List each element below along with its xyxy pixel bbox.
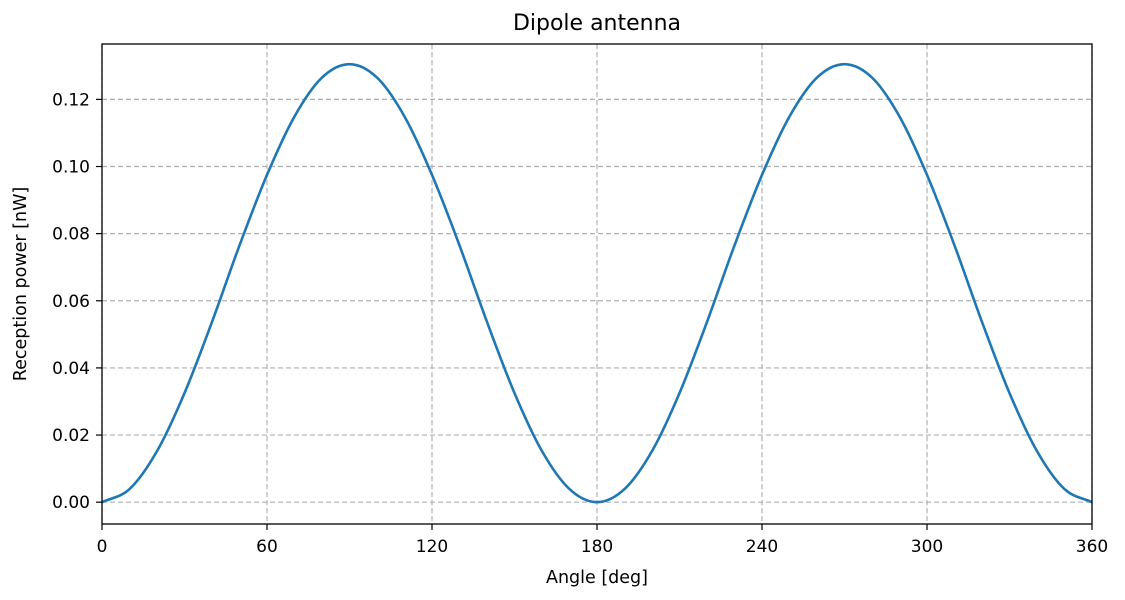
x-tick-label: 180 bbox=[581, 537, 613, 557]
x-tick-label: 360 bbox=[1076, 537, 1108, 557]
y-tick-label: 0.08 bbox=[52, 225, 90, 245]
y-tick-label: 0.06 bbox=[52, 292, 90, 312]
series-line bbox=[101, 62, 1093, 504]
y-tick-label: 0.10 bbox=[52, 158, 90, 178]
x-tick-label: 60 bbox=[256, 537, 278, 557]
grid bbox=[101, 44, 1093, 524]
x-tick-label: 120 bbox=[416, 537, 448, 557]
x-tick-label: 0 bbox=[97, 537, 108, 557]
y-tick-label: 0.02 bbox=[52, 426, 90, 446]
y-tick-label: 0.04 bbox=[52, 359, 90, 379]
chart-title: Dipole antenna bbox=[513, 11, 681, 36]
x-tick-label: 240 bbox=[746, 537, 778, 557]
x-tick-label: 300 bbox=[911, 537, 943, 557]
x-axis-label: Angle [deg] bbox=[546, 568, 648, 588]
series-layer bbox=[101, 62, 1093, 504]
y-tick-label: 0.00 bbox=[52, 493, 90, 513]
y-axis-label: Reception power [nW] bbox=[11, 187, 31, 381]
ticks: 0 60 120 180 240 300 360 0.00 0.02 0.04 0.06 0.08 0.… bbox=[52, 90, 1108, 557]
y-tick-label: 0.12 bbox=[52, 90, 90, 110]
